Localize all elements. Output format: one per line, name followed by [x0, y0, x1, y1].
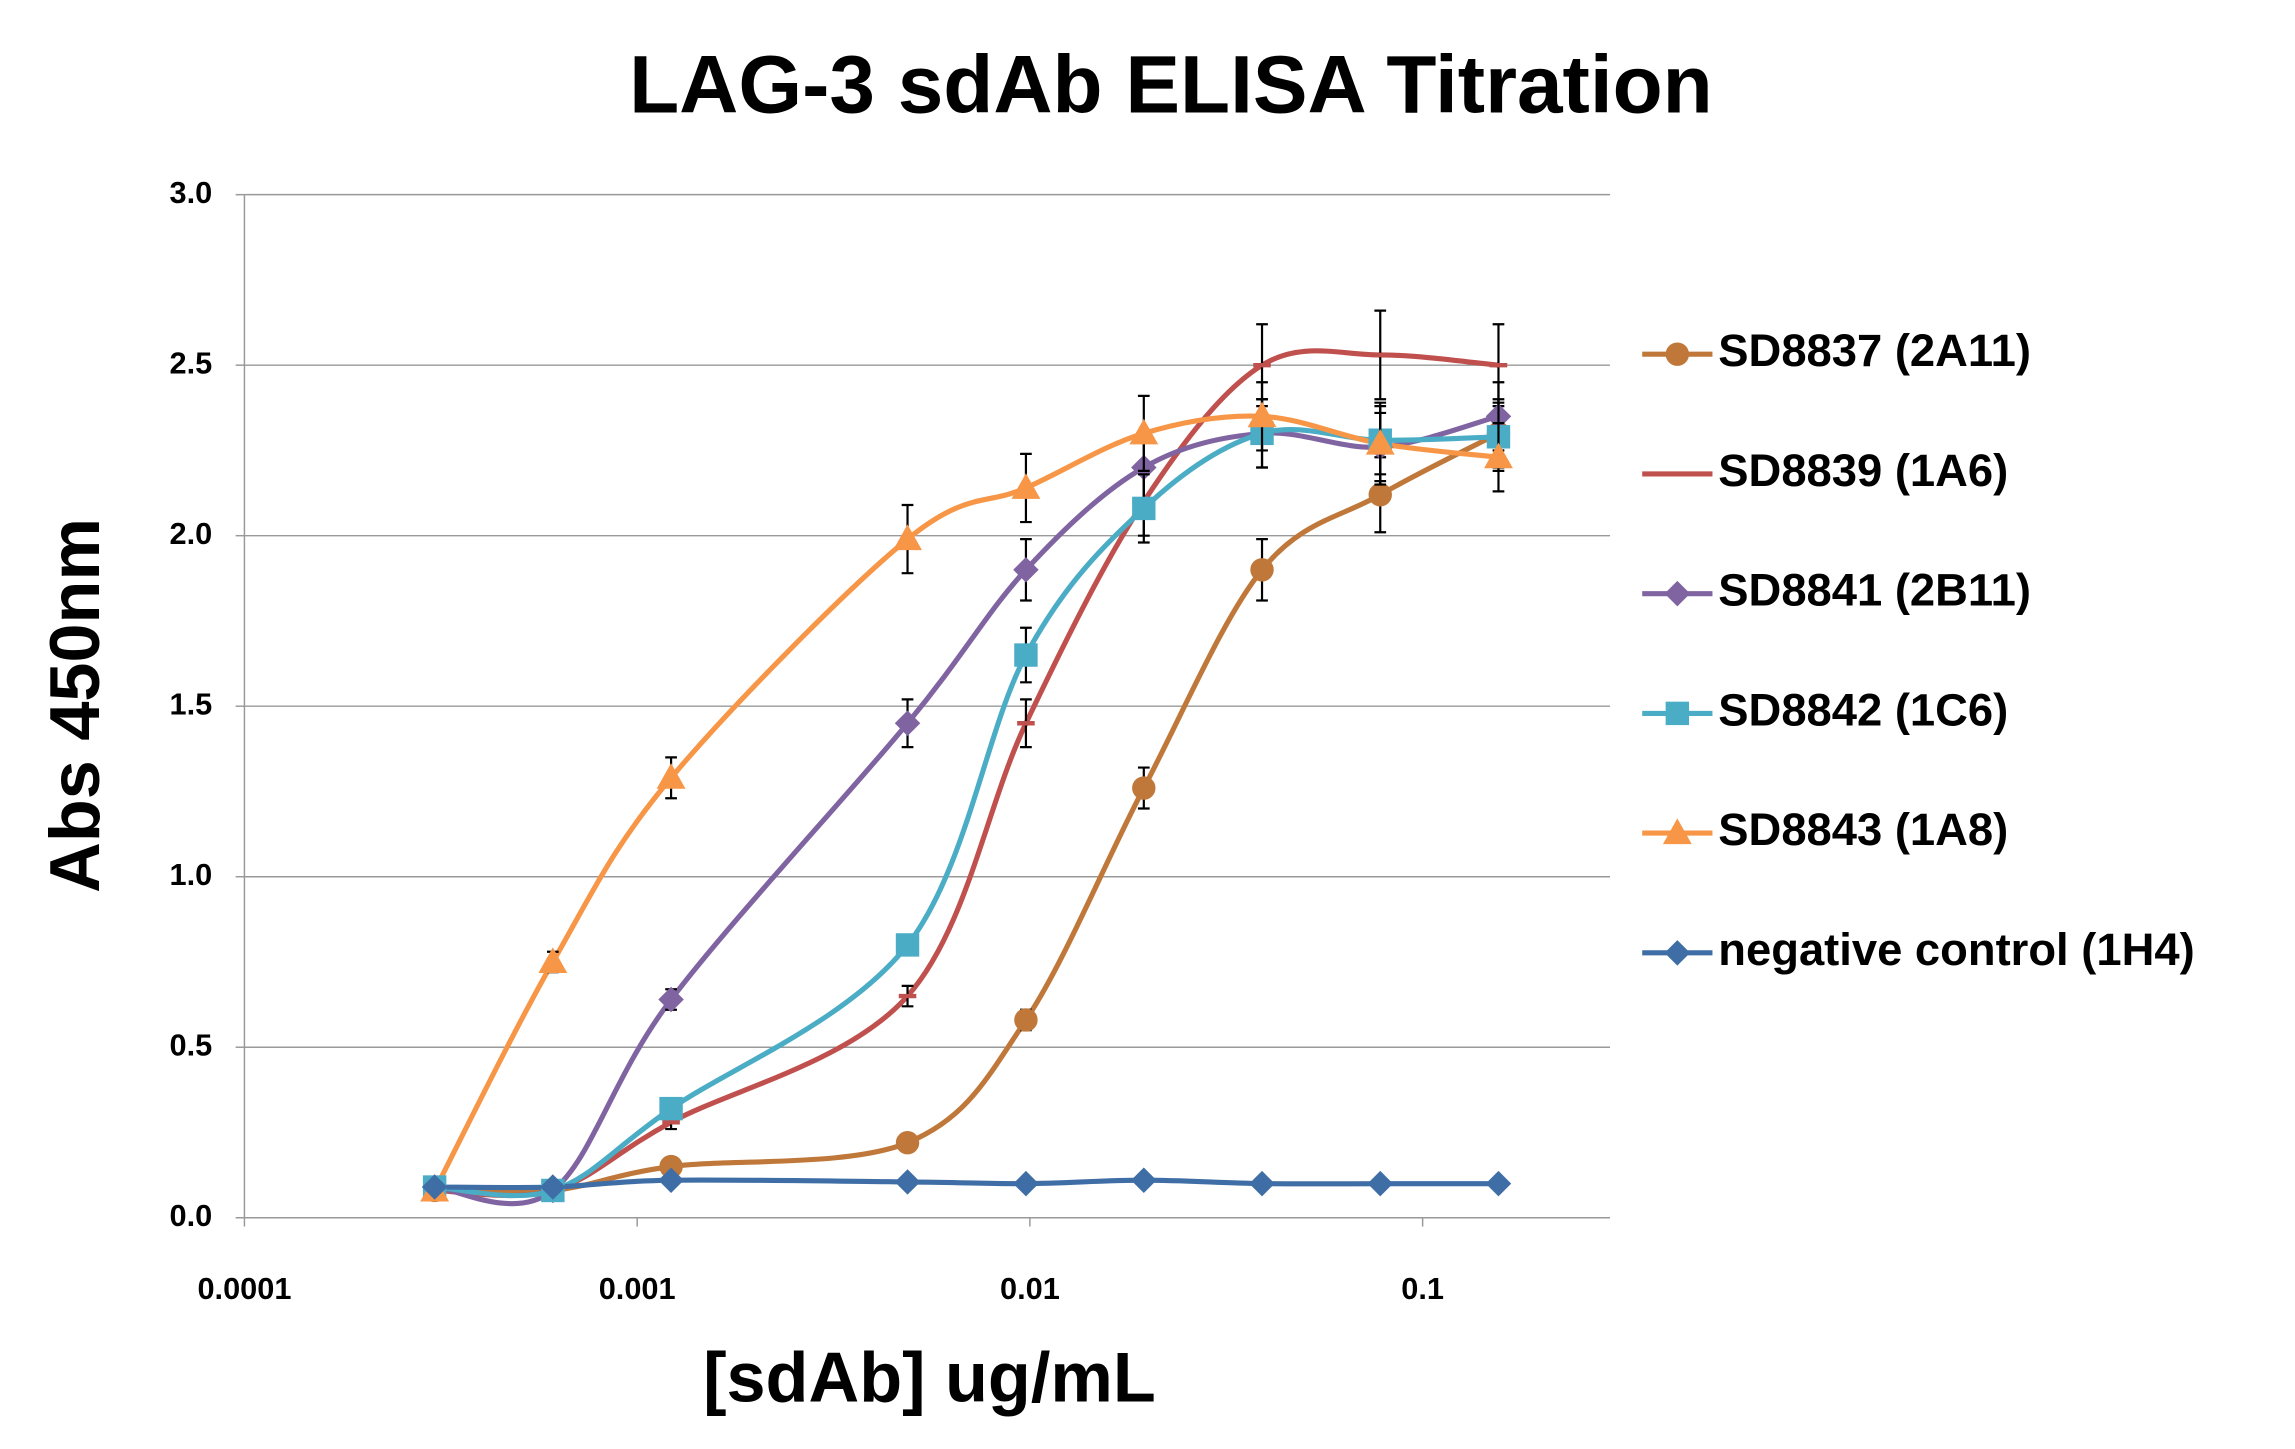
marker: [1368, 483, 1392, 507]
marker: [540, 1174, 566, 1200]
marker: [1250, 558, 1274, 582]
y-tick-label: 3.0: [170, 175, 213, 210]
chart-title: LAG-3 sdAb ELISA Titration: [629, 39, 1713, 130]
marker: [659, 1096, 683, 1121]
legend-label: SD8839 (1A6): [1718, 445, 2008, 496]
marker: [1014, 1008, 1038, 1032]
legend-marker: [1664, 940, 1691, 966]
marker: [1132, 776, 1156, 800]
marker: [894, 1169, 921, 1195]
series-line: [434, 431, 1500, 1195]
y-tick-label: 2.0: [170, 516, 213, 551]
legend-marker: [1665, 701, 1690, 726]
y-tick-label: 1.5: [170, 686, 213, 721]
marker: [1132, 496, 1156, 521]
x-axis-title: [sdAb] ug/mL: [703, 1338, 1156, 1417]
marker: [1484, 442, 1513, 469]
legend-label: SD8843 (1A8): [1718, 804, 2008, 855]
marker: [538, 947, 568, 973]
marker: [1365, 428, 1395, 455]
marker: [1013, 1170, 1039, 1197]
legend-marker: [1664, 580, 1691, 607]
marker: [894, 710, 921, 736]
series-line: [434, 348, 1499, 1199]
x-tick-label: 0.001: [599, 1271, 676, 1306]
x-tick-label: 0.1: [1401, 1271, 1444, 1306]
series-line: [434, 1177, 1499, 1191]
y-tick-label: 0.5: [170, 1027, 213, 1062]
y-tick-label: 1.0: [170, 857, 213, 892]
legend-marker: [1665, 342, 1690, 366]
series-line: [434, 427, 1499, 1199]
marker: [1011, 473, 1041, 499]
legend-label: SD8837 (2A11): [1718, 325, 2031, 376]
y-tick-label: 0.0: [170, 1198, 213, 1233]
marker: [893, 524, 922, 551]
marker: [895, 933, 920, 957]
marker: [1247, 401, 1277, 428]
marker: [895, 1131, 920, 1155]
series-line: [432, 413, 1499, 1192]
legend-label: SD8842 (1C6): [1718, 684, 2008, 735]
y-axis-title: Abs 450nm: [35, 518, 114, 893]
marker: [421, 1174, 448, 1200]
legend-label: SD8841 (2B11): [1718, 565, 2031, 616]
series-line: [434, 413, 1500, 1207]
x-tick-label: 0.01: [1000, 1271, 1060, 1306]
marker: [658, 986, 684, 1013]
legend-marker: [1662, 818, 1692, 845]
y-tick-label: 2.5: [170, 345, 213, 380]
marker: [1013, 557, 1039, 583]
marker: [1131, 1167, 1157, 1193]
marker: [656, 763, 686, 789]
marker: [1485, 1170, 1512, 1197]
legend-label: negative control (1H4): [1718, 924, 2194, 975]
marker: [1014, 643, 1038, 667]
marker: [658, 1167, 684, 1193]
x-tick-label: 0.0001: [197, 1271, 291, 1306]
marker: [1367, 1170, 1393, 1197]
marker: [1249, 1170, 1275, 1197]
marker: [1129, 418, 1159, 445]
